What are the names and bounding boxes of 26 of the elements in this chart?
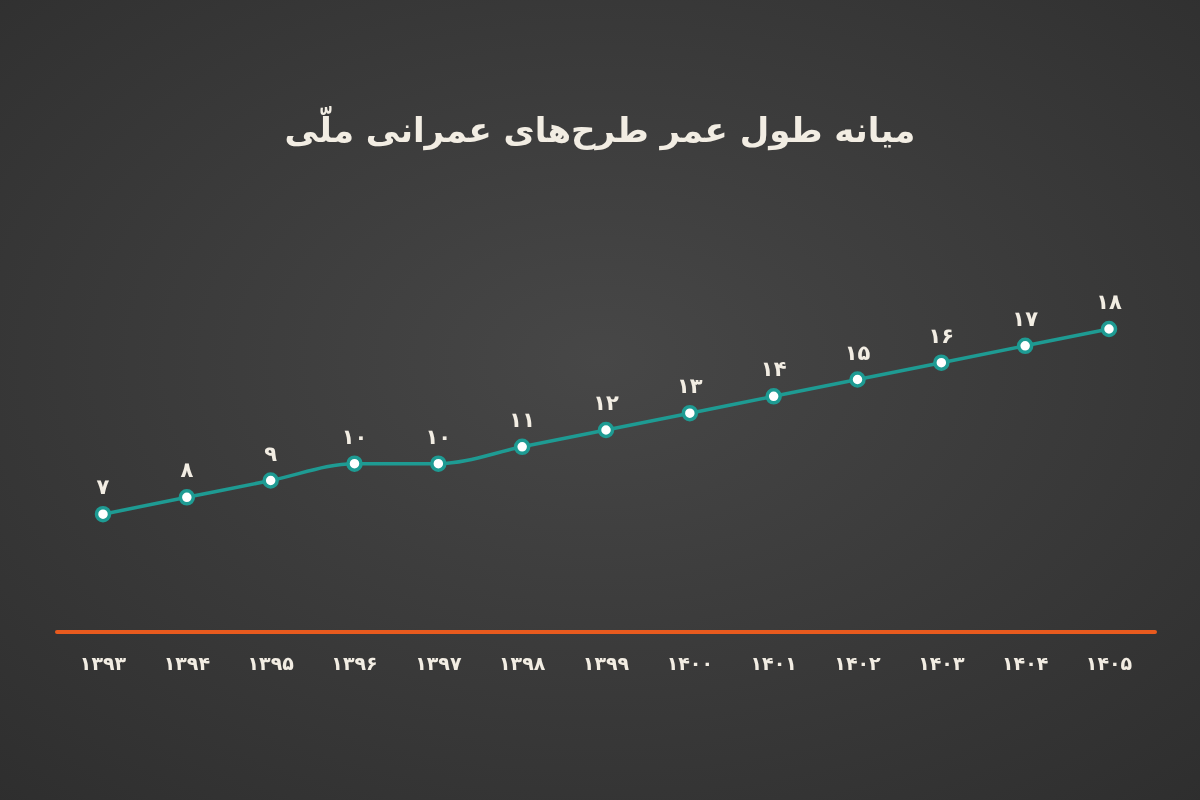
x-tick-label: ۱۴۰۲ [834, 652, 881, 674]
x-tick-label: ۱۳۹۹ [582, 652, 630, 674]
x-tick-label: ۱۳۹۸ [498, 652, 546, 674]
x-tick-label: ۱۳۹۳ [79, 652, 127, 674]
x-tick-label: ۱۳۹۵ [247, 652, 294, 674]
x-tick-label: ۱۴۰۵ [1085, 652, 1133, 674]
data-label: ۱۶ [928, 323, 955, 348]
data-label: ۱۰ [341, 424, 368, 449]
x-tick-label: ۱۳۹۴ [163, 652, 211, 674]
data-label: ۱۵ [844, 340, 871, 365]
x-tick-label: ۱۳۹۶ [331, 652, 378, 674]
x-tick-label: ۱۳۹۷ [415, 652, 462, 674]
data-label: ۱۳ [677, 374, 703, 399]
data-label: ۱۰ [425, 424, 452, 449]
data-label: ۱۱ [509, 407, 535, 432]
x-tick-label: ۱۴۰۰ [666, 652, 714, 674]
x-tick-label: ۱۴۰۱ [750, 652, 797, 674]
x-tick-label: ۱۴۰۴ [1001, 652, 1049, 674]
data-label: ۱۷ [1012, 306, 1038, 331]
data-label: ۹ [264, 441, 278, 466]
data-label: ۷ [96, 475, 110, 500]
data-label: ۱۲ [593, 391, 619, 415]
data-label: ۱۴ [760, 357, 787, 382]
data-label: ۸ [180, 458, 194, 483]
data-label: ۱۸ [1096, 290, 1122, 314]
x-tick-label: ۱۴۰۳ [918, 652, 965, 674]
